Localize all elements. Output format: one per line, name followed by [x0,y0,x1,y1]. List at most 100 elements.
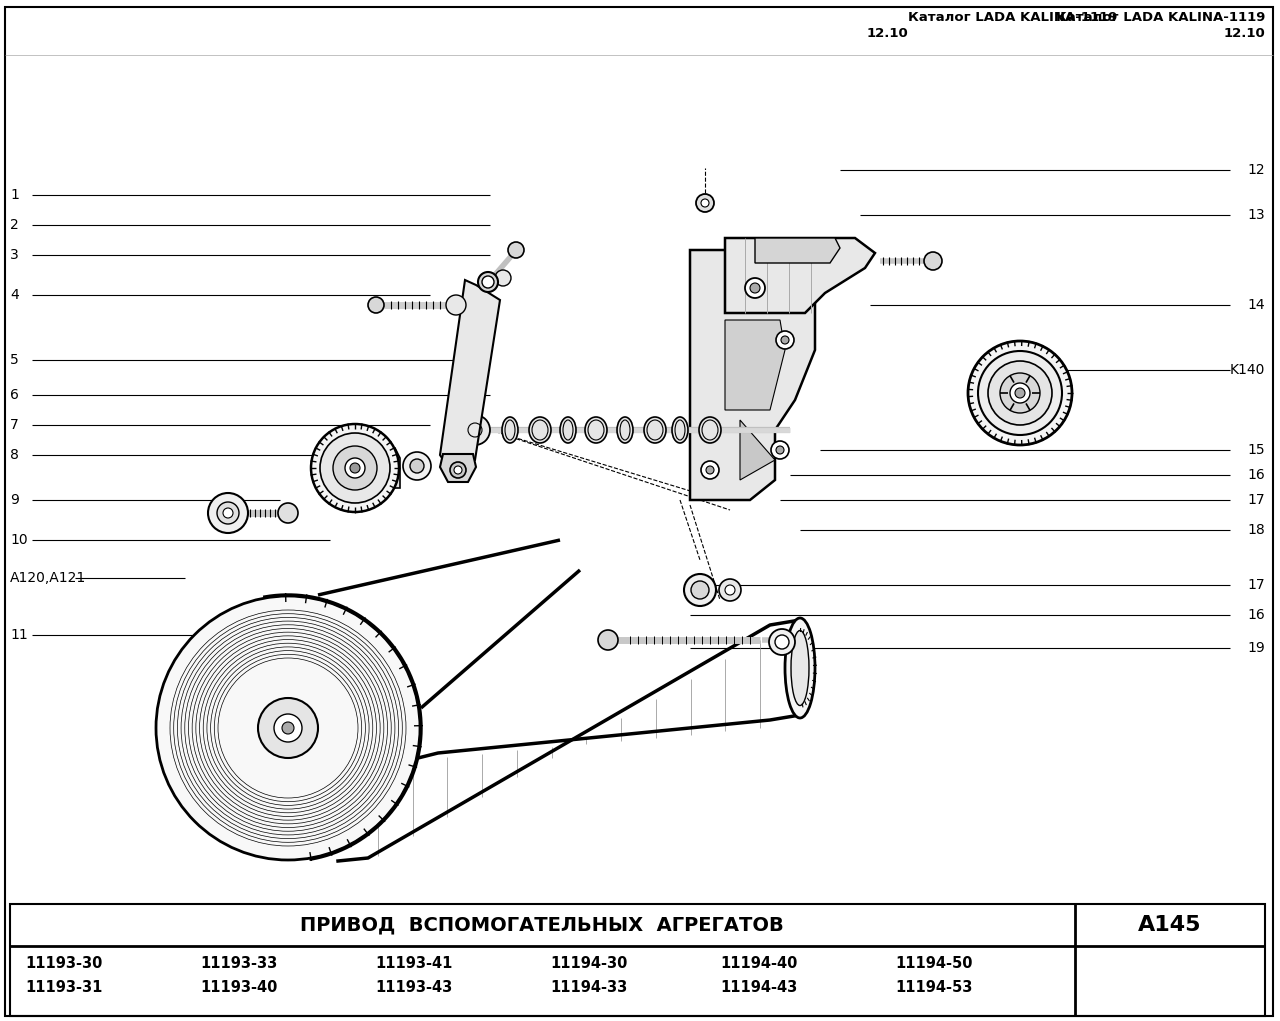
Circle shape [696,194,714,212]
Circle shape [333,446,378,490]
Circle shape [774,635,788,649]
Text: K140: K140 [1230,363,1265,377]
Text: A120,A121: A120,A121 [10,571,86,585]
Text: 7: 7 [10,418,19,432]
Circle shape [978,351,1062,435]
Circle shape [218,502,239,524]
Text: 11193-30: 11193-30 [26,956,102,971]
Ellipse shape [617,417,634,443]
Circle shape [259,698,317,758]
Text: 17: 17 [1248,493,1265,507]
Text: 16: 16 [1247,468,1265,482]
Circle shape [707,466,714,474]
Text: 11194-40: 11194-40 [719,956,797,971]
Ellipse shape [644,417,666,443]
Circle shape [598,630,618,650]
Circle shape [968,341,1073,445]
Text: 11194-43: 11194-43 [719,980,797,995]
Circle shape [508,242,524,258]
Circle shape [684,574,716,606]
Circle shape [320,433,390,503]
Circle shape [691,581,709,599]
Text: 5: 5 [10,353,19,367]
Circle shape [776,331,794,349]
Ellipse shape [561,417,576,443]
Circle shape [223,508,233,518]
Text: 8: 8 [10,448,19,461]
Circle shape [410,459,424,473]
Text: 6: 6 [10,388,19,402]
Text: 11193-31: 11193-31 [26,980,102,995]
Circle shape [781,336,788,344]
Text: 16: 16 [1247,607,1265,622]
Ellipse shape [585,417,607,443]
Ellipse shape [529,417,550,443]
Text: 3: 3 [10,248,19,262]
Text: Каталог LADA KALINA-1119: Каталог LADA KALINA-1119 [908,11,1117,25]
Bar [10,904,1265,1016]
Circle shape [1015,388,1025,398]
Text: 19: 19 [1247,641,1265,655]
Circle shape [719,579,741,601]
Text: 12.10: 12.10 [1224,28,1265,41]
Circle shape [495,270,511,286]
Circle shape [751,281,759,289]
Text: 18: 18 [1247,523,1265,537]
Text: 11193-41: 11193-41 [375,956,452,971]
Circle shape [369,297,384,313]
Text: Каталог LADA KALINA-1119: Каталог LADA KALINA-1119 [1056,11,1265,25]
Polygon shape [755,238,840,263]
Polygon shape [440,454,476,482]
Circle shape [460,415,490,445]
Text: 9: 9 [10,493,19,507]
Circle shape [403,452,431,480]
Circle shape [274,714,302,742]
Ellipse shape [672,417,689,443]
Circle shape [349,463,360,473]
Polygon shape [440,280,500,470]
Polygon shape [730,270,795,310]
Ellipse shape [502,417,518,443]
Circle shape [477,272,498,292]
Circle shape [1000,373,1039,414]
Circle shape [156,596,420,860]
Text: 11194-33: 11194-33 [550,980,627,995]
Polygon shape [740,420,774,480]
Polygon shape [724,238,876,313]
Circle shape [483,276,494,288]
Circle shape [750,283,760,293]
Circle shape [454,466,462,474]
Circle shape [776,446,783,454]
Ellipse shape [791,631,809,706]
Text: 11193-40: 11193-40 [200,980,278,995]
Circle shape [724,585,735,595]
Circle shape [745,278,765,298]
Text: 4: 4 [10,288,19,302]
Circle shape [207,493,248,533]
Text: ПРИВОД  ВСПОМОГАТЕЛЬНЫХ  АГРЕГАТОВ: ПРИВОД ВСПОМОГАТЕЛЬНЫХ АГРЕГАТОВ [300,916,783,934]
Circle shape [346,458,365,478]
Circle shape [282,722,294,734]
Circle shape [445,295,466,315]
Circle shape [311,424,399,512]
Text: 2: 2 [10,218,19,232]
Circle shape [769,629,795,655]
Text: 1: 1 [10,188,19,202]
Text: 10: 10 [10,533,28,547]
Text: 17: 17 [1248,578,1265,592]
Circle shape [746,276,764,294]
Circle shape [771,441,788,459]
Text: А145: А145 [1138,915,1202,935]
Circle shape [278,503,298,523]
Text: 13: 13 [1248,208,1265,222]
Text: 11194-50: 11194-50 [895,956,973,971]
Ellipse shape [699,417,721,443]
Text: 11194-53: 11194-53 [895,980,973,995]
Polygon shape [724,320,785,410]
Circle shape [988,361,1052,425]
Text: 11194-30: 11194-30 [550,956,627,971]
Circle shape [1010,383,1030,403]
Circle shape [924,252,942,270]
Text: 11193-43: 11193-43 [375,980,452,995]
Ellipse shape [785,618,815,718]
